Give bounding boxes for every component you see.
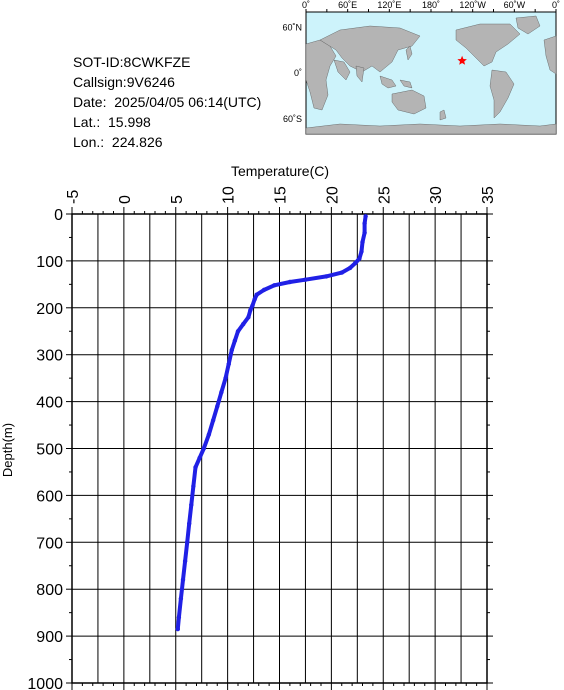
date-text: Date: 2025/04/05 06:14(UTC) [73,94,262,110]
profile-point [353,261,358,266]
map-lon-label: 0˚ [302,0,310,10]
profile-point [347,265,353,271]
map-frame-ticks [305,9,557,12]
y-tick-label: 600 [36,488,63,505]
map-lon-label: 120˚W [459,0,486,10]
profile-point [272,283,277,288]
profile-point [215,404,220,409]
map-lat-label: 60˚S [283,114,302,124]
callsign-text: Callsign:9V6246 [73,74,175,90]
profile-point [197,455,202,461]
map-lon-label: 0˚ [552,0,560,10]
y-tick-label: 100 [36,254,63,271]
x-tick-label: 10 [221,186,238,204]
profile-point [226,361,231,367]
profile-point [182,558,188,564]
map-lon-label: 180˚ [422,0,440,10]
profile-point [193,465,198,470]
profile-point [191,483,196,489]
map-land [305,15,557,135]
profile-point [324,274,329,279]
y-axis-label: Depth(m) [0,423,15,477]
x-tick-label: 20 [324,186,341,204]
x-tick-label: -5 [65,190,82,204]
profile-point [241,322,246,327]
profile-point [175,626,180,632]
map-lat-label: 0˚ [294,68,302,78]
profile-point [232,338,238,343]
profile-point [189,502,194,507]
y-tick-label: 200 [36,301,63,318]
y-tick-label: 700 [36,535,63,552]
profile-point [206,432,212,437]
lon-text: Lon.: 224.826 [73,134,163,150]
profile-point [362,221,367,226]
map-lon-label: 60˚W [504,0,526,10]
profile-point [229,347,234,353]
profile-point [363,214,368,219]
y-tick-label: 500 [36,442,63,459]
world-map: 0˚ 60˚E 120˚E 180˚ 120˚W 60˚W 0˚ 60˚N 0˚ 60˚S [282,0,560,135]
profile-point [362,230,367,235]
profile-point [303,277,308,282]
profile-point [357,256,362,261]
profile-point [178,596,184,601]
lat-text: Lat.: 15.998 [73,114,151,130]
profile-point [359,249,364,254]
y-tick-label: 400 [36,395,63,412]
profile-point [339,270,344,275]
map-lat-label: 60˚N [282,22,302,32]
map-lon-label: 60˚E [338,0,357,10]
x-axis-label: Temperature(C) [231,163,329,179]
x-tick-label: 5 [169,195,186,204]
y-tick-label: 0 [54,207,63,224]
y-tick-label: 300 [36,348,63,365]
y-tick-label: 1000 [27,676,63,690]
profile-point [180,577,186,582]
x-tick-label: 15 [273,186,290,204]
x-tick-label: 35 [480,186,497,204]
map-lon-label: 120˚E [377,0,401,10]
plot-frame [71,213,488,684]
profile-point [250,303,255,308]
x-tick-label: 30 [428,186,445,204]
profile-point [246,315,251,320]
profile-point [176,615,182,620]
profile-point [248,307,253,313]
profile-point [219,390,224,395]
profile-point [252,297,257,302]
position-marker-icon [457,55,467,65]
sot-id-text: SOT-ID:8CWKFZE [73,54,191,70]
profile-point [360,239,365,245]
profile-point [261,287,267,293]
y-tick-label: 900 [36,629,63,646]
x-tick-label: 25 [376,186,393,204]
x-tick-label: 0 [117,195,134,204]
profile-point [210,418,216,423]
profile-point [185,540,190,545]
profile-point [223,375,228,381]
profile-point [287,279,293,285]
profile-point [201,446,206,451]
y-tick-label: 800 [36,582,63,599]
profile-point [187,521,192,526]
profile-point [254,292,259,297]
profile-chart: -5 0 5 10 15 20 25 30 35 01002003004005006007008… [0,163,497,690]
profile-point [235,329,241,334]
